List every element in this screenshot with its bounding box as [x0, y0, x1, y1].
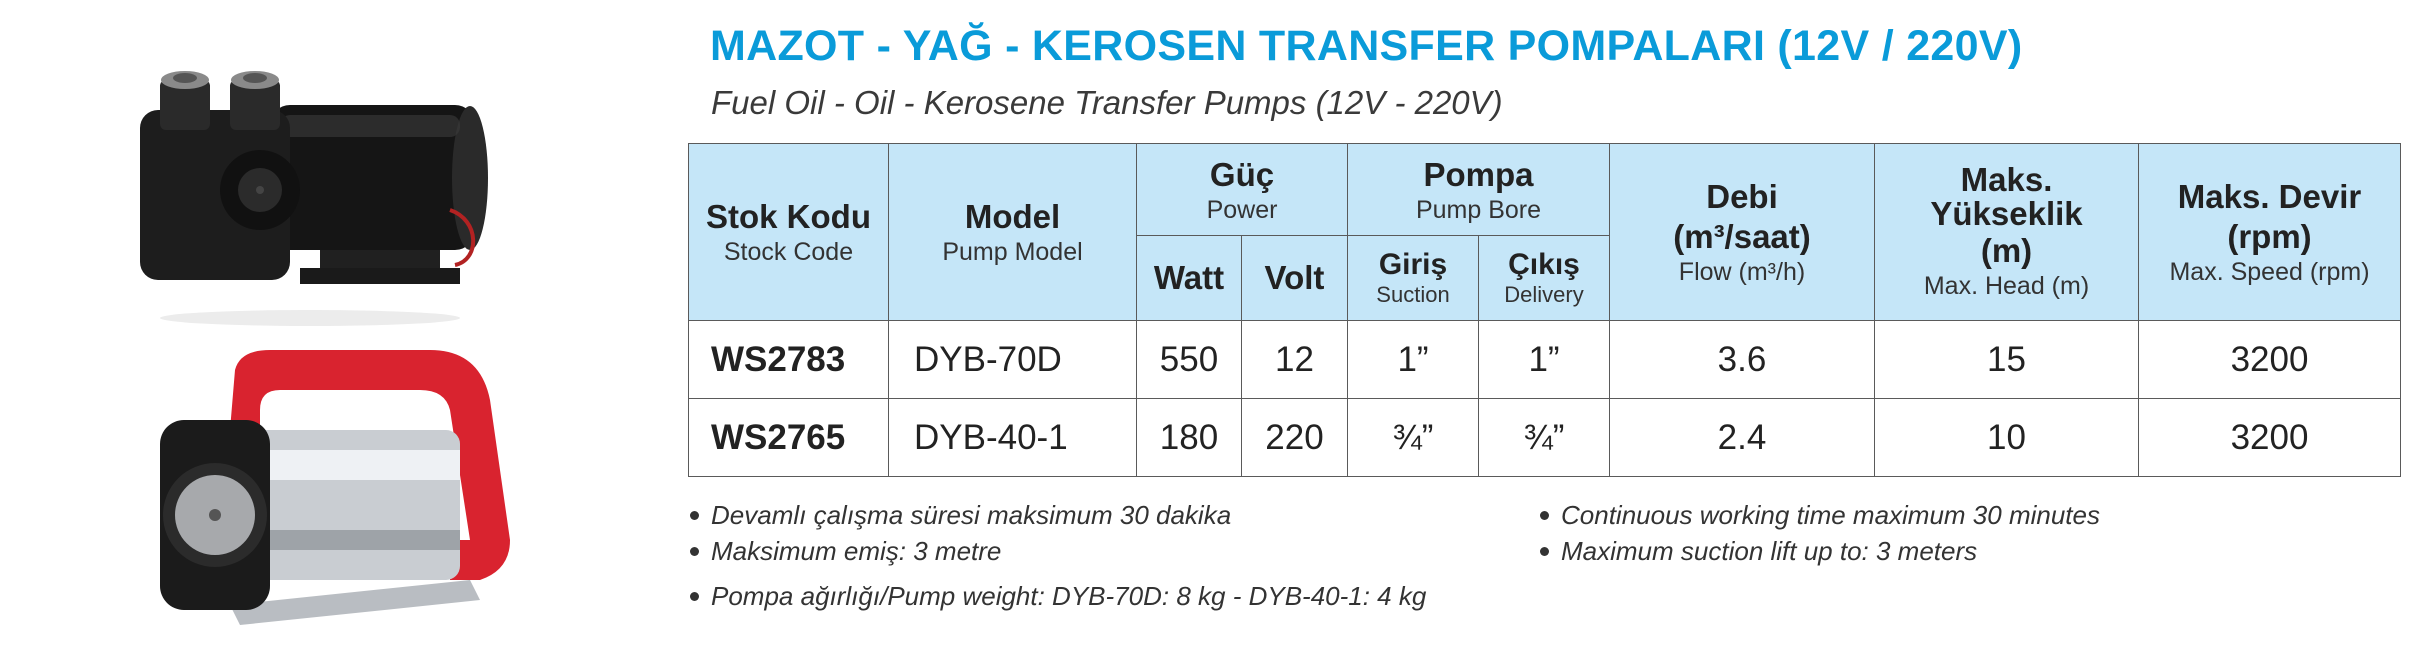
- cell-volt: 12: [1241, 320, 1348, 399]
- page-title: MAZOT - YAĞ - KEROSEN TRANSFER POMPALARI…: [710, 22, 2023, 70]
- cell-volt: 220: [1241, 398, 1348, 477]
- bullet-icon: [1540, 510, 1549, 520]
- header-power: Güç Power: [1136, 143, 1348, 236]
- pump-image-dyb-70d: [140, 71, 488, 326]
- list-item: Maximum suction lift up to: 3 meters: [1540, 533, 2100, 569]
- cell-suction: 1”: [1347, 320, 1479, 399]
- list-item: Devamlı çalışma süresi maksimum 30 dakik…: [690, 497, 1231, 533]
- header-stock-code: Stok Kodu Stock Code: [688, 143, 889, 321]
- cell-model: DYB-70D: [888, 320, 1137, 399]
- header-volt: Volt: [1241, 235, 1348, 321]
- cell-flow: 3.6: [1609, 320, 1875, 399]
- table-row: WS2765 DYB-40-1 180 220 ¾” ¾” 2.4 10 320…: [688, 398, 2401, 477]
- note-pump-weight: Pompa ağırlığı/Pump weight: DYB-70D: 8 k…: [690, 578, 1426, 614]
- list-item: Continuous working time maximum 30 minut…: [1540, 497, 2100, 533]
- page-subtitle: Fuel Oil - Oil - Kerosene Transfer Pumps…: [711, 84, 1503, 121]
- bullet-icon: [690, 510, 699, 520]
- cell-stock-code: WS2765: [688, 398, 889, 477]
- header-delivery: Çıkış Delivery: [1478, 235, 1610, 321]
- cell-watt: 180: [1136, 398, 1242, 477]
- header-flow: Debi (m³/saat) Flow (m³/h): [1609, 143, 1875, 321]
- notes-english: Continuous working time maximum 30 minut…: [1540, 497, 2100, 569]
- bullet-icon: [690, 591, 699, 601]
- header-model: Model Pump Model: [888, 143, 1137, 321]
- bullet-icon: [690, 546, 699, 556]
- header-max-head: Maks. Yükseklik (m) Max. Head (m): [1874, 143, 2139, 321]
- cell-stock-code: WS2783: [688, 320, 889, 399]
- cell-suction: ¾”: [1347, 398, 1479, 477]
- cell-watt: 550: [1136, 320, 1242, 399]
- cell-delivery: 1”: [1478, 320, 1610, 399]
- cell-max-speed: 3200: [2138, 320, 2401, 399]
- bullet-icon: [1540, 546, 1549, 556]
- cell-max-speed: 3200: [2138, 398, 2401, 477]
- cell-model: DYB-40-1: [888, 398, 1137, 477]
- cell-max-head: 15: [1874, 320, 2139, 399]
- cell-delivery: ¾”: [1478, 398, 1610, 477]
- spec-table: Stok Kodu Stock Code Model Pump Model Gü…: [688, 143, 2401, 477]
- header-pump: Pompa Pump Bore: [1347, 143, 1610, 236]
- header-max-speed: Maks. Devir (rpm) Max. Speed (rpm): [2138, 143, 2401, 321]
- header-suction: Giriş Suction: [1347, 235, 1479, 321]
- list-item: Pompa ağırlığı/Pump weight: DYB-70D: 8 k…: [690, 578, 1426, 614]
- cell-flow: 2.4: [1609, 398, 1875, 477]
- list-item: Maksimum emiş: 3 metre: [690, 533, 1231, 569]
- notes-turkish: Devamlı çalışma süresi maksimum 30 dakik…: [690, 497, 1231, 569]
- cell-max-head: 10: [1874, 398, 2139, 477]
- table-row: WS2783 DYB-70D 550 12 1” 1” 3.6 15 3200: [688, 320, 2401, 399]
- header-watt: Watt: [1136, 235, 1242, 321]
- pump-image-dyb-40-1: [160, 350, 510, 625]
